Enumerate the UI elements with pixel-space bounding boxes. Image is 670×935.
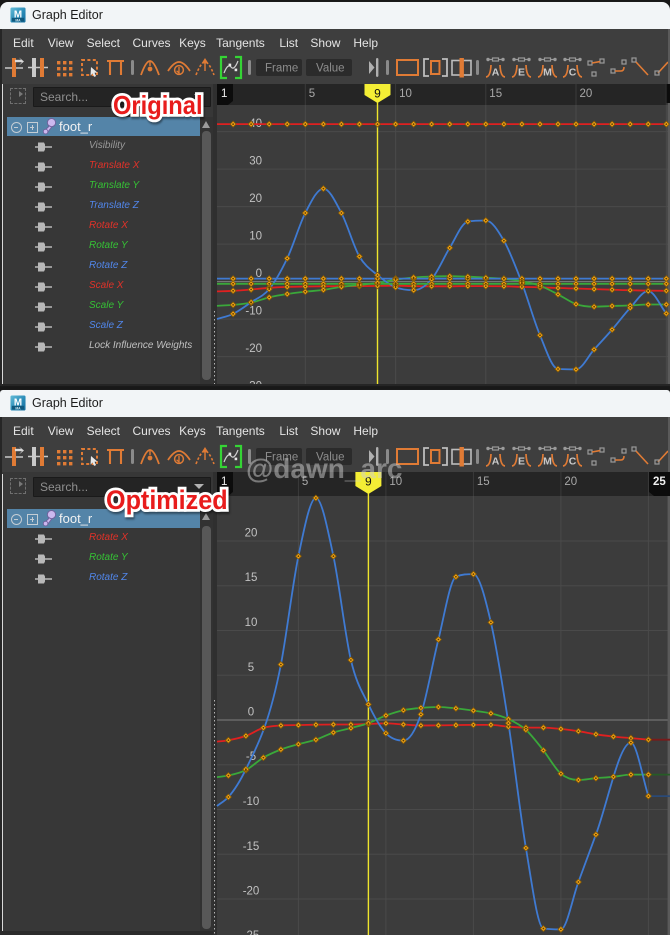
svg-text:C: C [569, 67, 577, 79]
svg-text:A: A [492, 456, 500, 468]
svg-text:Frame: Frame [265, 63, 298, 75]
svg-text:E: E [518, 67, 525, 79]
svg-text:Optimized: Optimized [106, 486, 228, 515]
svg-text:M: M [14, 397, 22, 408]
svg-text:@dawn_arc: @dawn_arc [246, 453, 402, 484]
svg-text:M: M [14, 9, 22, 20]
svg-text:C: C [569, 456, 577, 468]
svg-text:Value: Value [316, 63, 345, 75]
svg-text:Frame: Frame [265, 452, 298, 464]
svg-text:M: M [543, 67, 552, 79]
svg-text:A: A [492, 67, 500, 79]
svg-text:Value: Value [316, 452, 345, 464]
svg-text:MA: MA [15, 18, 21, 22]
svg-text:M: M [543, 456, 552, 468]
svg-text:MA: MA [15, 406, 21, 410]
svg-text:E: E [518, 456, 525, 468]
svg-text:Original: Original [113, 92, 203, 120]
